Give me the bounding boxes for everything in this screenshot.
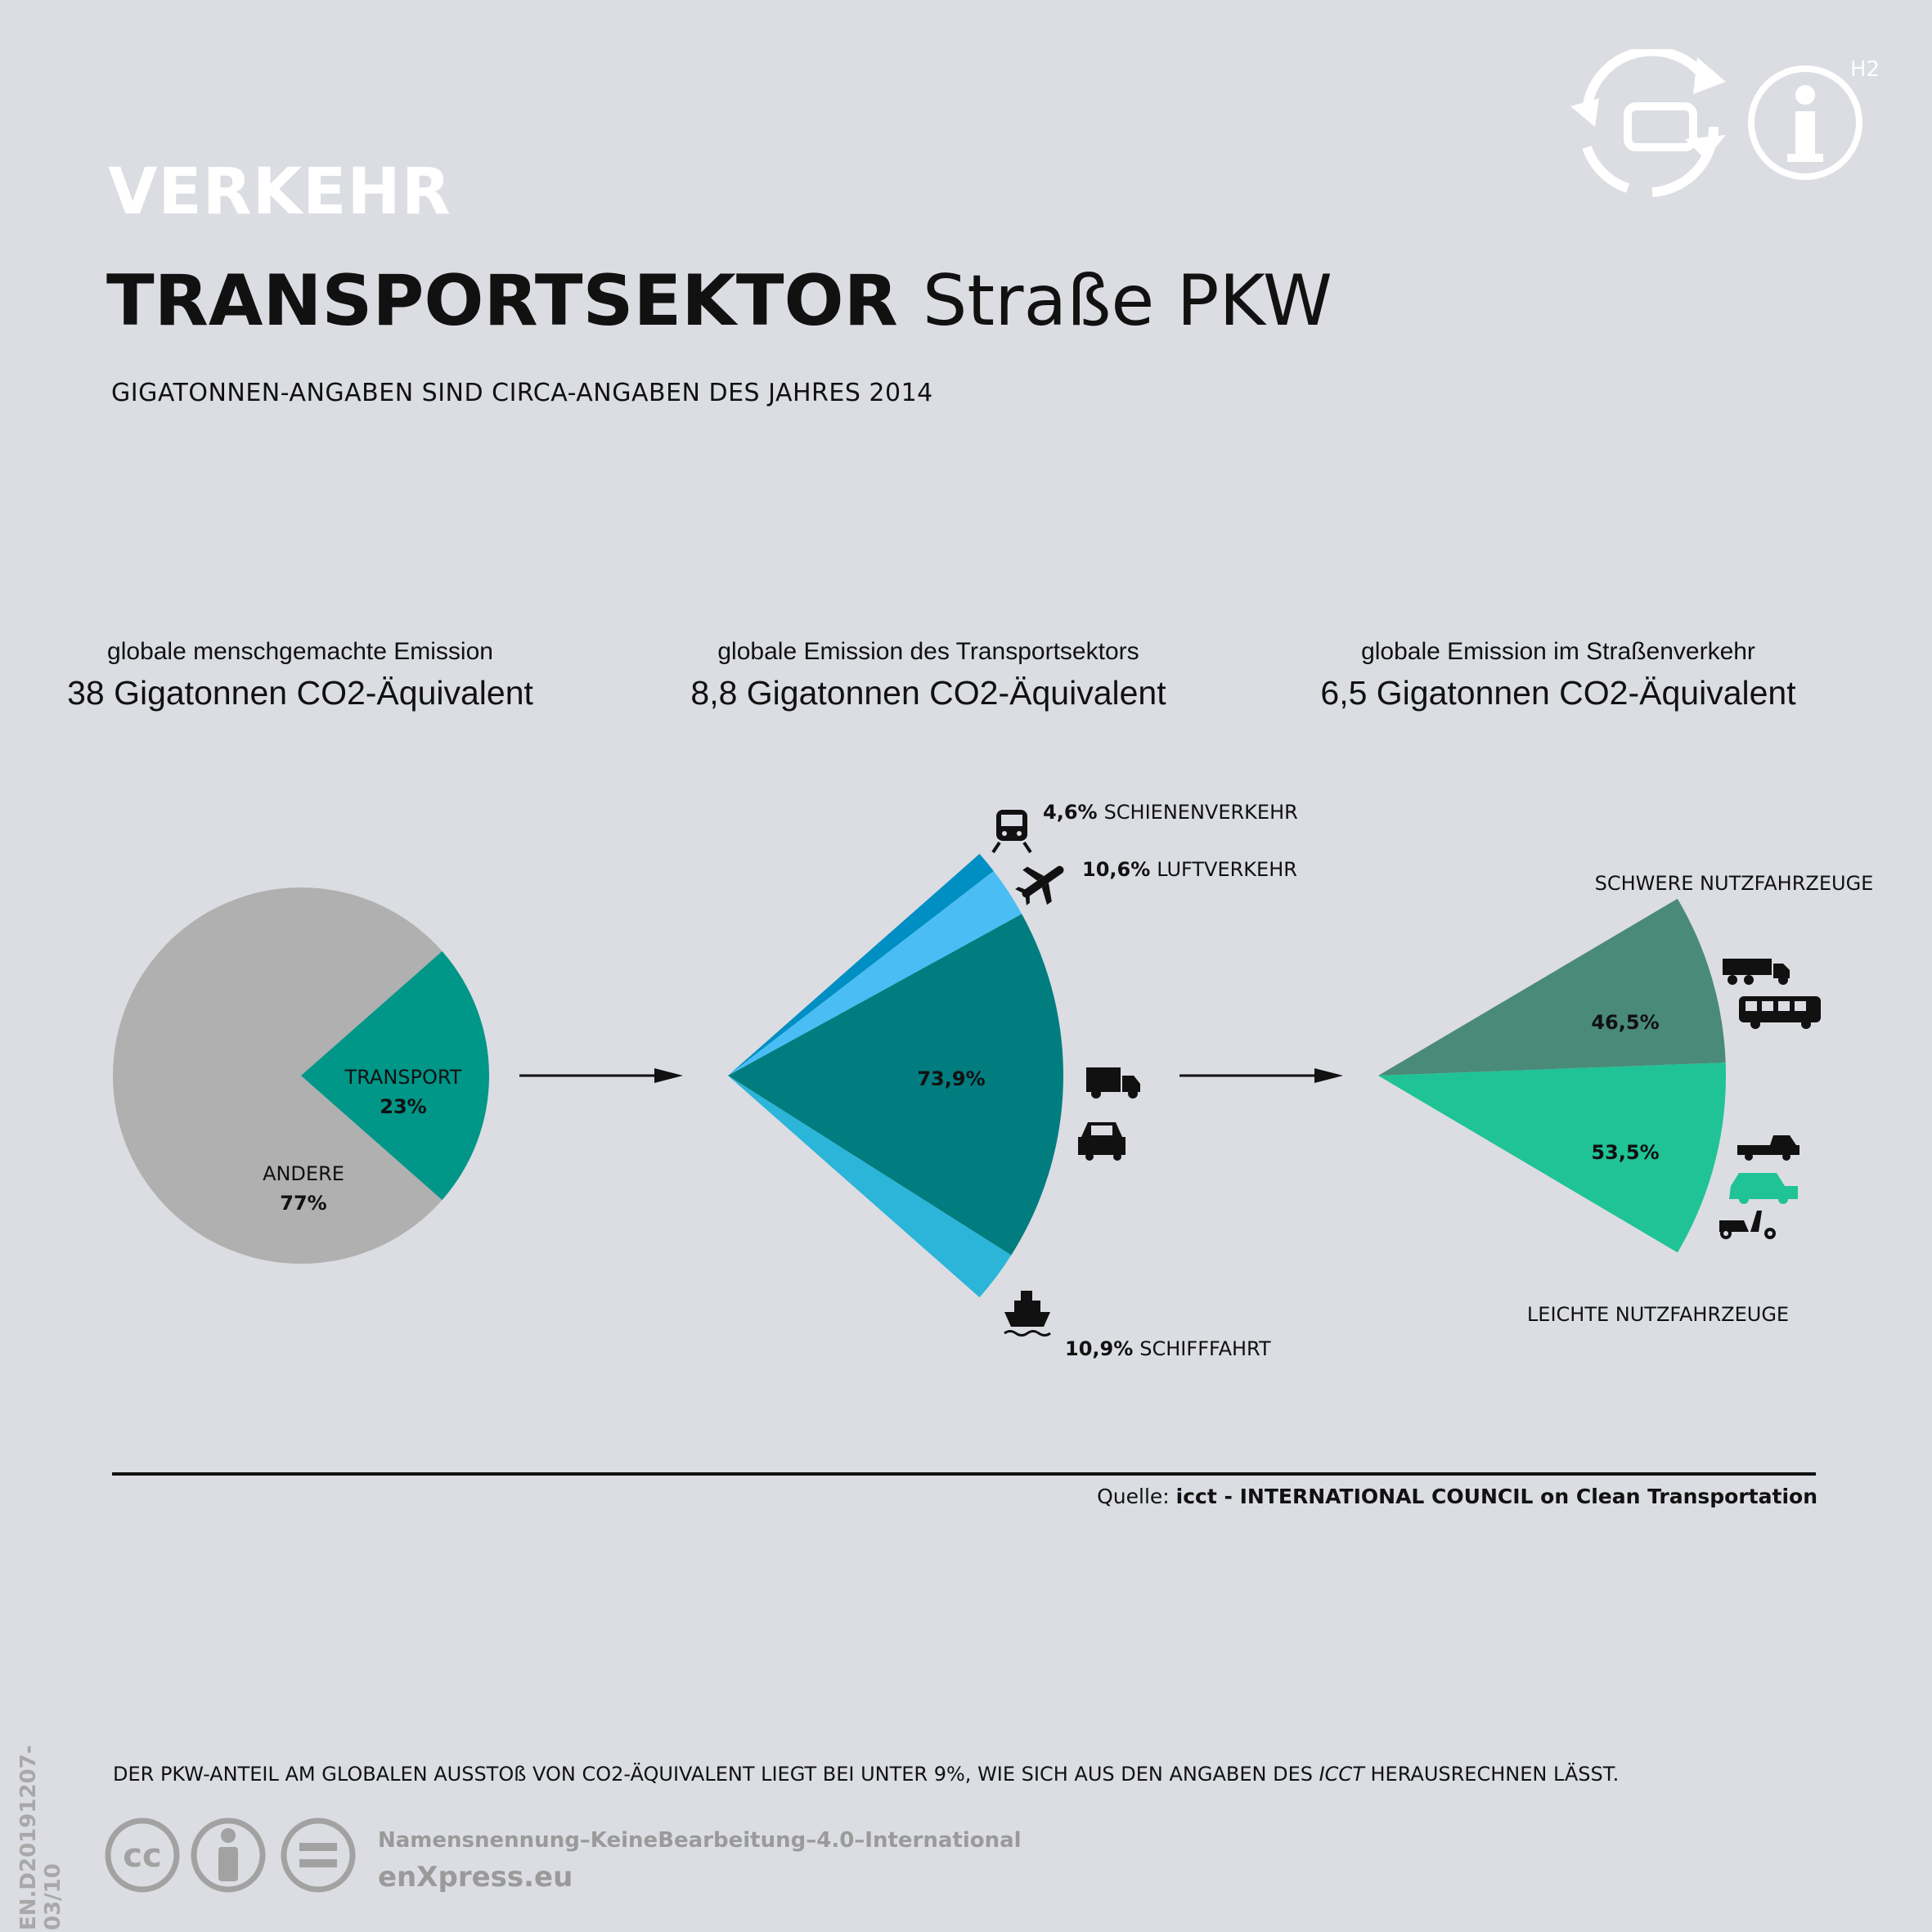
slice-schwere — [1378, 898, 1726, 1076]
group-caption: globale Emission im Straßenverkehr — [1361, 638, 1755, 665]
slice-transport — [301, 950, 489, 1201]
car-icon — [1078, 1122, 1126, 1161]
slice-andere — [112, 887, 443, 1264]
heavy-truck-icon — [1723, 959, 1790, 985]
title-light: Straße PKW — [922, 260, 1332, 342]
slice-luft — [728, 870, 1022, 1076]
label-transport: TRANSPORT — [344, 1066, 462, 1089]
emissions-chart: TRANSPORT 23% ANDERE 77% 4,6% SCHIENENVER… — [112, 801, 1874, 1360]
category-label: VERKEHR — [108, 155, 452, 229]
title-bold: TRANSPORTSEKTOR — [106, 260, 898, 342]
slice-strasse — [728, 914, 1063, 1256]
group-heading-3: globale Emission im Straßenverkehr 6,5 G… — [1264, 638, 1853, 712]
train-icon — [991, 810, 1032, 854]
arrow-2 — [1179, 1068, 1343, 1083]
pickup-icon — [1737, 1135, 1799, 1161]
site-name: enXpress.eu — [378, 1861, 573, 1894]
scooter-icon — [1719, 1211, 1776, 1239]
group-value: 8,8 Gigatonnen CO2-Äquivalent — [690, 674, 1166, 712]
source-note: Quelle: icct - INTERNATIONAL COUNCIL on … — [1097, 1485, 1817, 1508]
value-road: 73,9% — [917, 1067, 985, 1090]
value-schwere: 46,5% — [1591, 1011, 1659, 1034]
divider — [112, 1472, 1816, 1476]
value-transport: 23% — [380, 1095, 426, 1118]
group-caption: globale Emission des Transportsektors — [717, 638, 1139, 665]
group-heading-2: globale Emission des Transportsektors 8,… — [634, 638, 1223, 712]
label-luft: 10,6% LUFTVERKEHR — [1082, 858, 1297, 881]
ship-icon — [1004, 1291, 1051, 1337]
value-leichte: 53,5% — [1591, 1141, 1659, 1164]
slice-schiff — [728, 1076, 1012, 1298]
value-andere: 77% — [280, 1192, 326, 1215]
label-leichte: LEICHTE NUTZFAHRZEUGE — [1527, 1303, 1789, 1326]
cc-license-icons: cc — [105, 1817, 356, 1893]
fan-chart-transport — [728, 853, 1063, 1298]
group-heading-1: globale menschgemachte Emission 38 Gigat… — [6, 638, 595, 712]
light-car-icon — [1729, 1173, 1798, 1204]
fan-chart-road — [1378, 898, 1727, 1253]
slice-schiene — [728, 853, 994, 1076]
label-schwere: SCHWERE NUTZFAHRZEUGE — [1595, 872, 1874, 895]
group-value: 38 Gigatonnen CO2-Äquivalent — [67, 674, 533, 712]
truck-icon — [1086, 1067, 1140, 1099]
document-id: EN.D20191207-03/10 — [16, 1745, 65, 1931]
group-value: 6,5 Gigatonnen CO2-Äquivalent — [1320, 674, 1796, 712]
pie-chart-total — [112, 887, 489, 1264]
label-andere: ANDERE — [263, 1162, 344, 1185]
bus-icon — [1739, 996, 1821, 1029]
corner-tag: H2 — [1850, 57, 1880, 82]
arrow-1 — [519, 1068, 683, 1083]
slice-leichte — [1378, 1063, 1727, 1253]
recycle-car-icon — [1570, 49, 1726, 197]
label-schiff: 10,9% SCHIFFFAHRT — [1065, 1337, 1271, 1360]
label-schiene: 4,6% SCHIENENVERKEHR — [1043, 801, 1298, 824]
airplane-icon — [1015, 865, 1064, 905]
page-subtitle: GIGATONNEN-ANGABEN SIND CIRCA-ANGABEN DE… — [111, 379, 933, 407]
group-caption: globale menschgemachte Emission — [107, 638, 493, 665]
svg-text:cc: cc — [123, 1837, 161, 1875]
footnote: DER PKW-ANTEIL AM GLOBALEN AUSSTOß VON C… — [113, 1763, 1620, 1786]
license-text: Namensnennung–KeineBearbeitung–4.0–Inter… — [378, 1828, 1022, 1853]
info-icon — [1748, 65, 1862, 180]
page-title: TRANSPORTSEKTOR Straße PKW — [106, 260, 1332, 342]
